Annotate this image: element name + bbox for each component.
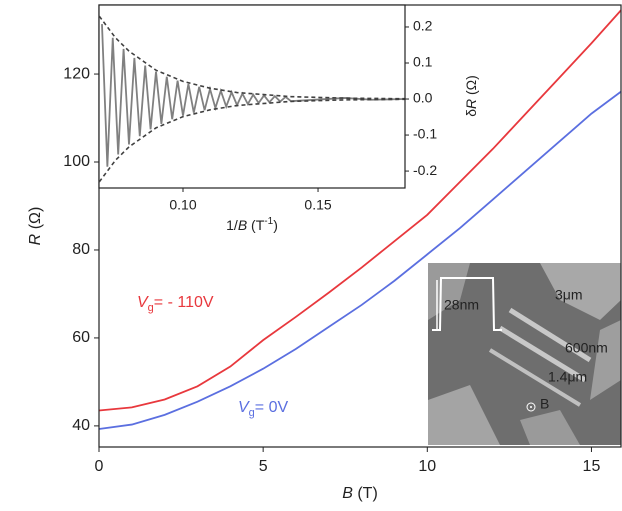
data-line bbox=[98, 90, 622, 430]
y-tick-label: 60 bbox=[72, 329, 90, 346]
inset-line bbox=[101, 24, 405, 167]
x-axis-label-part: (T) bbox=[353, 485, 378, 502]
y-axis-label: R (Ω) bbox=[27, 207, 44, 246]
sem-electrode bbox=[590, 320, 621, 400]
series-label-part: V bbox=[238, 399, 250, 416]
sem-image bbox=[428, 263, 621, 445]
sem-electrode bbox=[520, 410, 580, 445]
inset-y2-tick-label: 0.2 bbox=[413, 18, 433, 34]
image-label: B bbox=[540, 396, 549, 412]
inset-x-label-part: -1 bbox=[264, 216, 273, 227]
x-axis-label-part: B bbox=[342, 485, 353, 502]
inset-x-tick-label: 0.10 bbox=[169, 197, 196, 213]
image-label: 600nm bbox=[565, 340, 608, 356]
y-tick-label: 40 bbox=[72, 417, 90, 434]
inset-x-label-part: (T bbox=[247, 217, 265, 233]
inset-y2-tick-label: 0.0 bbox=[413, 90, 433, 106]
inset-y2-label-part: (Ω) bbox=[463, 75, 479, 99]
inset-y2-label-part: δ bbox=[463, 109, 479, 117]
inset-y2-label-part: R bbox=[463, 99, 479, 109]
x-tick-label: 0 bbox=[95, 458, 104, 475]
inset-y2-tick-label: -0.1 bbox=[413, 126, 437, 142]
inset-line bbox=[98, 15, 405, 100]
sem-profile bbox=[432, 277, 502, 331]
inset-x-label-part: 1/ bbox=[226, 217, 238, 233]
inset-x-label-part: ) bbox=[273, 217, 278, 233]
series-label-part: g bbox=[148, 302, 154, 314]
inset-x-label-part: B bbox=[238, 217, 247, 233]
image-label: 1.4μm bbox=[548, 369, 587, 385]
series-label-part: = 0V bbox=[255, 399, 289, 416]
y-tick-label: 80 bbox=[72, 241, 90, 258]
y-axis-label-part: R bbox=[27, 233, 44, 245]
inset-y2-label: δR (Ω) bbox=[463, 75, 479, 117]
sem-strip bbox=[488, 348, 582, 407]
x-tick-label: 5 bbox=[259, 458, 268, 475]
inset-y2-tick-label: -0.2 bbox=[413, 162, 437, 178]
series-label-part: = - 110V bbox=[154, 294, 214, 311]
x-axis-label: B (T) bbox=[342, 485, 378, 502]
series-label-part: g bbox=[249, 407, 255, 419]
image-label: 3μm bbox=[555, 287, 583, 303]
inset-x-tick-label: 0.15 bbox=[304, 197, 331, 213]
data-line bbox=[98, 9, 622, 412]
sem-electrode bbox=[428, 385, 500, 445]
y-axis-label-part: (Ω) bbox=[27, 207, 44, 234]
sem-electrode bbox=[540, 263, 621, 320]
inset-line bbox=[98, 98, 405, 183]
y-tick-label: 100 bbox=[63, 153, 90, 170]
series-label-part: V bbox=[137, 294, 149, 311]
inset-x-label: 1/B (T-1) bbox=[226, 216, 278, 233]
sem-b-symbol bbox=[526, 402, 536, 412]
series-label: Vg= - 110V bbox=[137, 294, 214, 314]
inset-y2-tick-label: 0.1 bbox=[413, 54, 433, 70]
series-label: Vg= 0V bbox=[238, 399, 288, 419]
sem-b-symbol bbox=[530, 406, 532, 408]
sem-strip bbox=[508, 307, 592, 363]
y-tick-label: 120 bbox=[63, 65, 90, 82]
x-tick-label: 10 bbox=[418, 458, 436, 475]
sem-strip bbox=[498, 325, 587, 383]
x-tick-label: 15 bbox=[583, 458, 601, 475]
image-label: 28nm bbox=[444, 297, 479, 313]
